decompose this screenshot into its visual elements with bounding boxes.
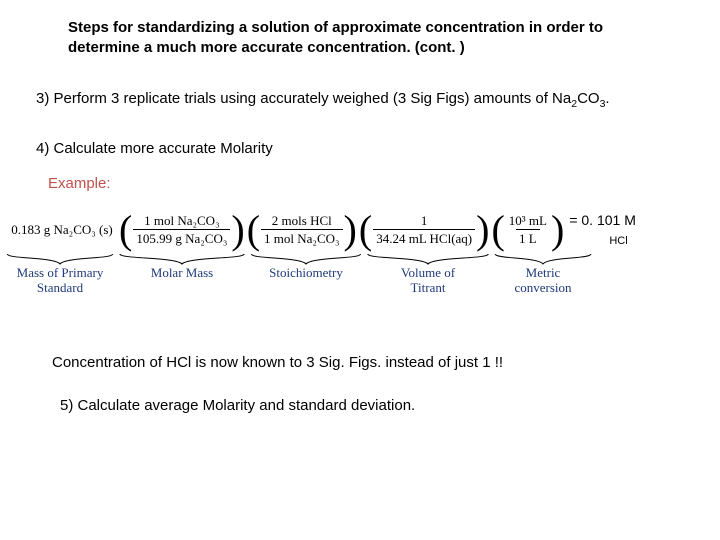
label-metric: Metric conversion — [492, 252, 594, 296]
paren-open-4: ( — [490, 210, 505, 250]
step-4: 4) Calculate more accurate Molarity — [0, 135, 720, 163]
paren-open-1: ( — [118, 210, 133, 250]
step-3-text-pre: 3) Perform 3 replicate trials using accu… — [36, 90, 571, 107]
co-text: CO — [577, 90, 600, 107]
step-3: 3) Perform 3 replicate trials using accu… — [0, 85, 720, 116]
term-molar: 1 mol Na₂CO₃ 105.99 g Na₂CO₃ — [133, 213, 230, 247]
label-volume-line2: Titrant — [411, 281, 446, 296]
brace-icon — [116, 252, 248, 266]
result-value: = 0. 101 M — [569, 211, 636, 229]
label-molar: Molar Mass — [116, 252, 248, 296]
conclusion-text: Concentration of HCl is now known to 3 S… — [0, 354, 720, 371]
term-metric: 10³ mL 1 L — [506, 213, 550, 247]
paren-close-4: ) — [550, 210, 565, 250]
brace-icon — [492, 252, 594, 266]
label-stoich: Stoichiometry — [248, 252, 364, 296]
metric-num: 10³ mL — [506, 213, 550, 230]
equation-result: = 0. 101 M HCl — [565, 211, 636, 247]
mass-value: 0.183 g Na₂CO₃ (s) — [9, 222, 115, 238]
molar-num: 1 mol Na₂CO₃ — [141, 213, 223, 230]
page-title: Steps for standardizing a solution of ap… — [0, 0, 720, 67]
paren-close-1: ) — [230, 210, 245, 250]
label-volume-line1: Volume of — [401, 266, 455, 281]
vol-num: 1 — [418, 213, 431, 230]
step-5: 5) Calculate average Molarity and standa… — [0, 397, 720, 414]
label-metric-line1: Metric — [526, 266, 561, 281]
label-molar-text: Molar Mass — [151, 266, 213, 281]
paren-open-3: ( — [358, 210, 373, 250]
result-species: HCl — [569, 234, 627, 248]
paren-close-2: ) — [343, 210, 358, 250]
label-metric-line2: conversion — [514, 281, 571, 296]
label-mass: Mass of Primary Standard — [4, 252, 116, 296]
label-mass-line2: Standard — [37, 281, 83, 296]
term-stoich: 2 mols HCl 1 mol Na₂CO₃ — [261, 213, 343, 247]
stoich-num: 2 mols HCl — [269, 213, 335, 230]
paren-open-2: ( — [246, 210, 261, 250]
term-mass: 0.183 g Na₂CO₃ (s) — [6, 222, 118, 238]
brace-icon — [248, 252, 364, 266]
molar-den: 105.99 g Na₂CO₃ — [133, 229, 230, 247]
term-volume: 1 34.24 mL HCl(aq) — [373, 213, 475, 247]
equation-labels-row: Mass of Primary Standard Molar Mass Stoi… — [0, 252, 720, 296]
paren-close-3: ) — [475, 210, 490, 250]
brace-icon — [364, 252, 492, 266]
brace-icon — [4, 252, 116, 266]
equation-row: 0.183 g Na₂CO₃ (s) ( 1 mol Na₂CO₃ 105.99… — [0, 210, 720, 250]
stoich-den: 1 mol Na₂CO₃ — [261, 229, 343, 247]
label-mass-line1: Mass of Primary — [17, 266, 104, 281]
label-stoich-text: Stoichiometry — [269, 266, 343, 281]
example-label: Example: — [0, 175, 720, 192]
vol-den: 34.24 mL HCl(aq) — [373, 229, 475, 247]
step-3-text-post: . — [605, 90, 609, 107]
metric-den: 1 L — [516, 229, 540, 247]
label-volume: Volume of Titrant — [364, 252, 492, 296]
